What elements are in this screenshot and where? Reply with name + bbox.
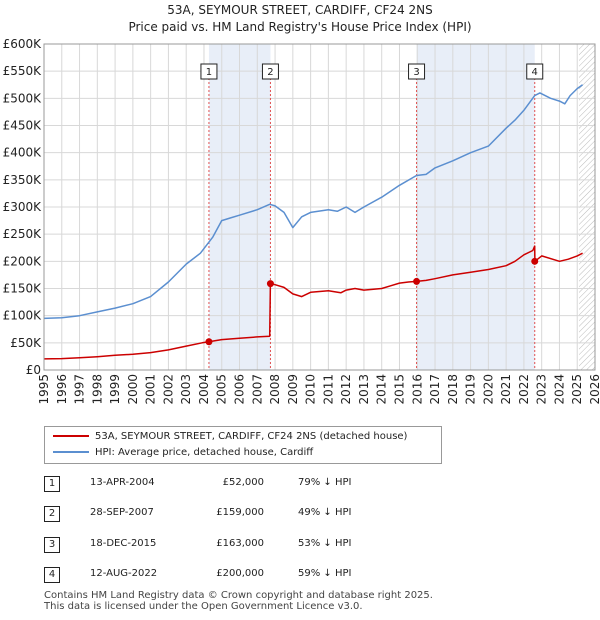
transaction-price: £159,000 (216, 507, 264, 518)
marker-box (408, 63, 426, 80)
x-tick-label: 2002 (161, 374, 175, 405)
transaction-hpi-diff: 49% ↓ HPI (298, 507, 352, 518)
x-tick-label: 2023 (535, 374, 549, 405)
x-tick-label: 2013 (357, 374, 371, 405)
x-tick-label: 2007 (250, 374, 264, 405)
x-tick-label: 1997 (73, 374, 87, 405)
transaction-date: 12-AUG-2022 (90, 568, 158, 579)
x-tick-label: 2001 (144, 374, 158, 405)
sale-point (413, 277, 421, 285)
y-tick-label: £200K (3, 254, 43, 268)
transaction-price: £163,000 (216, 538, 264, 549)
title-line-1: 53A, SEYMOUR STREET, CARDIFF, CF24 2NS (167, 3, 433, 17)
sale-point (266, 280, 274, 288)
transaction-date: 28-SEP-2007 (90, 507, 154, 518)
y-tick-label: £500K (3, 91, 43, 105)
x-tick-label: 1998 (90, 374, 104, 405)
x-tick-label: 2012 (339, 374, 353, 405)
y-tick-label: £0 (26, 363, 41, 377)
footer-license: This data is licensed under the Open Gov… (44, 601, 363, 612)
sale-point (531, 257, 539, 265)
transaction-price: £52,000 (222, 477, 264, 488)
x-tick-label: 2004 (197, 374, 211, 405)
x-tick-label: 2003 (179, 374, 193, 405)
y-tick-label: £100K (3, 309, 43, 323)
footer: Contains HM Land Registry data © Crown c… (44, 590, 433, 612)
x-tick-label: 2022 (517, 374, 531, 405)
x-tick-label: 2011 (321, 374, 335, 405)
sale-point (205, 338, 213, 346)
legend-swatch-property (53, 435, 89, 437)
marker-label: 3 (413, 67, 419, 78)
x-tick-label: 2026 (588, 374, 600, 405)
marker-box (261, 63, 279, 80)
x-tick-label: 2014 (375, 374, 389, 405)
x-tick-label: 2025 (570, 374, 584, 405)
legend-item-hpi: HPI: Average price, detached house, Card… (53, 446, 313, 460)
marker-box (200, 63, 218, 80)
y-tick-label: £300K (3, 200, 43, 214)
x-tick-label: 2010 (304, 374, 318, 405)
y-tick-label: £50K (10, 336, 42, 350)
transaction-number: 4 (44, 567, 60, 583)
y-tick-label: £350K (3, 173, 43, 187)
legend-swatch-hpi (53, 451, 89, 453)
x-tick-label: 2006 (233, 374, 247, 405)
chart-title: 53A, SEYMOUR STREET, CARDIFF, CF24 2NS P… (0, 2, 600, 36)
x-tick-label: 2024 (552, 374, 566, 405)
transaction-number: 3 (44, 537, 60, 553)
y-tick-label: £150K (3, 282, 43, 296)
plot-frame (43, 43, 596, 371)
legend: 53A, SEYMOUR STREET, CARDIFF, CF24 2NS (… (44, 426, 442, 464)
x-tick-label: 1999 (108, 374, 122, 405)
hpi-line (43, 84, 584, 320)
x-tick-label: 2009 (286, 374, 300, 405)
transaction-number: 2 (44, 506, 60, 522)
x-tick-label: 1995 (37, 374, 51, 405)
marker-label: 1 (206, 67, 212, 78)
x-tick-label: 2021 (499, 374, 513, 405)
y-tick-label: £400K (3, 146, 43, 160)
x-tick-label: 2020 (481, 374, 495, 405)
x-tick-label: 2017 (428, 374, 442, 405)
price-chart: 1 2 3 4 £0 £50K £100K £150K £200K £250K £300K £350K… (3, 37, 600, 405)
transaction-hpi-diff: 53% ↓ HPI (298, 538, 352, 549)
transaction-date: 18-DEC-2015 (90, 538, 157, 549)
legend-label-hpi: HPI: Average price, detached house, Card… (95, 447, 314, 458)
legend-item-property: 53A, SEYMOUR STREET, CARDIFF, CF24 2NS (… (53, 430, 407, 444)
transaction-number: 1 (44, 476, 60, 492)
y-tick-label: £250K (3, 227, 43, 241)
title-line-2: Price paid vs. HM Land Registry's House … (128, 20, 472, 34)
y-tick-label: £450K (3, 119, 43, 133)
transaction-hpi-diff: 59% ↓ HPI (298, 568, 352, 579)
x-tick-label: 2005 (215, 374, 229, 405)
property-price-line (43, 245, 583, 360)
legend-label-property: 53A, SEYMOUR STREET, CARDIFF, CF24 2NS (… (95, 431, 408, 442)
x-tick-label: 2018 (446, 374, 460, 405)
y-tick-label: £550K (3, 64, 43, 78)
footer-copyright: Contains HM Land Registry data © Crown c… (44, 590, 433, 601)
marker-label: 2 (267, 67, 273, 78)
x-tick-label: 2019 (464, 374, 478, 405)
x-tick-label: 2008 (268, 374, 282, 405)
x-tick-label: 2016 (410, 374, 424, 405)
transaction-price: £200,000 (216, 568, 264, 579)
transaction-hpi-diff: 79% ↓ HPI (298, 477, 352, 488)
marker-label: 4 (532, 67, 538, 78)
x-tick-label: 2000 (126, 374, 140, 405)
x-tick-label: 2015 (392, 374, 406, 405)
x-tick-label: 1996 (55, 374, 69, 405)
transaction-date: 13-APR-2004 (90, 477, 155, 488)
marker-box (526, 63, 544, 80)
y-tick-label: £600K (3, 37, 43, 51)
